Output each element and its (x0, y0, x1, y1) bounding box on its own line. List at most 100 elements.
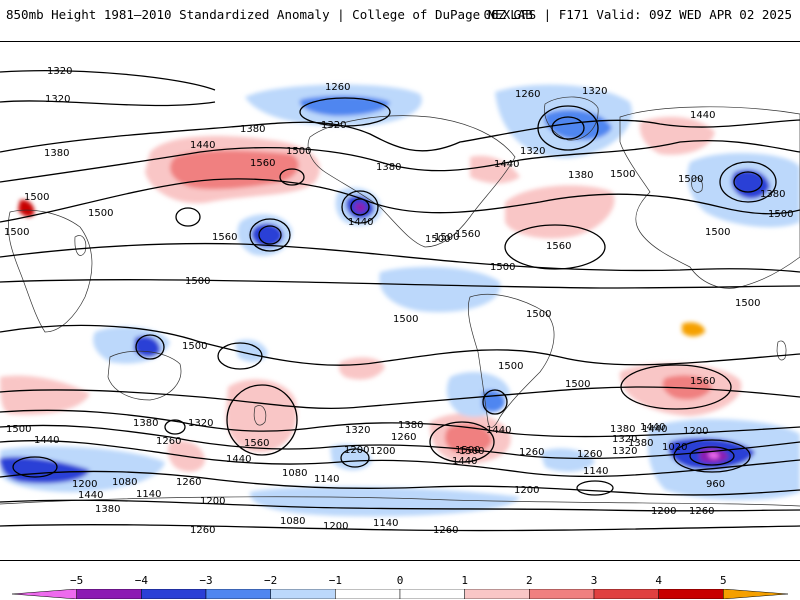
colorbar-tick-label: 2 (526, 574, 533, 587)
contour-label: 1080 (112, 477, 137, 488)
contour-label: 1080 (280, 516, 305, 527)
contour-label: 1440 (34, 435, 59, 446)
contour-line (0, 409, 800, 438)
contour-label: 1140 (583, 466, 608, 477)
contour-label: 1440 (226, 454, 251, 465)
contour-label: 960 (706, 479, 725, 490)
contour-label: 1440 (452, 456, 477, 467)
contour-label: 1320 (612, 446, 637, 457)
contour-label: 1560 (455, 229, 480, 240)
contour-ring (299, 97, 391, 127)
contour-labels: 1320 1320 1260 1260 1320 1320 1380 1440 … (4, 66, 793, 536)
contour-label: 1560 (244, 438, 269, 449)
contour-label: 1500 (768, 209, 793, 220)
contour-label: 1260 (689, 506, 714, 517)
contour-line (0, 470, 800, 496)
contour-label: 1500 (498, 361, 523, 372)
contour-label: 1500 (705, 227, 730, 238)
contour-label: 1200 (370, 446, 395, 457)
positive-anomaly-region (225, 379, 297, 453)
contour-line (0, 324, 800, 366)
map-canvas: 1320 1320 1260 1260 1320 1320 1380 1440 … (0, 66, 800, 536)
contour-label: 1500 (393, 314, 418, 325)
anomaly-map: 1320 1320 1260 1260 1320 1320 1380 1440 … (0, 41, 800, 561)
contour-label: 1440 (78, 490, 103, 501)
contour-label: 1440 (486, 425, 511, 436)
south-america-outline (467, 293, 555, 428)
contour-label: 1380 (628, 438, 653, 449)
contour-ring (340, 448, 370, 468)
negative-anomaly-region (355, 202, 366, 212)
contour-label: 1500 (459, 446, 484, 457)
contour-line (0, 119, 800, 153)
map-title: 850mb Height 1981–2010 Standardized Anom… (6, 7, 533, 22)
negative-anomaly-region (330, 444, 372, 471)
colorbar-tick-label: −5 (70, 574, 84, 587)
contour-label: 1500 (185, 276, 210, 287)
contour-label: 1200 (514, 485, 539, 496)
title-bar: 850mb Height 1981–2010 Standardized Anom… (0, 0, 800, 30)
colorbar-segment (658, 589, 724, 599)
contour-label: 1440 (690, 110, 715, 121)
positive-anomaly-region (639, 116, 715, 155)
contour-label: 1500 (678, 174, 703, 185)
contour-label: 1020 (662, 442, 687, 453)
contour-label: 1500 (565, 379, 590, 390)
contour-ring (279, 168, 305, 186)
contour-line (0, 279, 800, 289)
contour-label: 1140 (136, 489, 161, 500)
model-run-info: 06Z GFS | F171 Valid: 09Z WED APR 02 202… (483, 7, 792, 22)
contour-label: 1500 (490, 262, 515, 273)
negative-anomaly-region (299, 95, 390, 116)
contour-label: 1320 (612, 434, 637, 445)
positive-anomaly-region (18, 199, 35, 217)
colorbar-tick-label: 1 (461, 574, 468, 587)
contour-ring (504, 224, 606, 270)
contour-line (0, 70, 216, 91)
contour-ring (689, 446, 735, 466)
contour-label: 1440 (348, 217, 373, 228)
positive-anomaly-region (444, 424, 492, 454)
colorbar-tick-label: 4 (655, 574, 662, 587)
colorbar-tick-label: 0 (396, 574, 404, 587)
contour-label: 1560 (250, 158, 275, 169)
contour-label: 1320 (582, 86, 607, 97)
negative-anomaly-region (249, 486, 520, 517)
contour-label: 1260 (433, 525, 458, 536)
contour-label: 1200 (344, 445, 369, 456)
contour-label: 1260 (391, 432, 416, 443)
colorbar-tick-label: −3 (199, 574, 213, 587)
contour-label: 1440 (640, 422, 665, 433)
colorbar: −5 −4 −3 −2 −1 0 1 2 3 4 5 (0, 574, 800, 600)
contour-ring (673, 439, 751, 473)
colorbar-tick-label: −4 (134, 574, 148, 587)
madagascar-outline (776, 340, 787, 361)
contour-label: 1500 (610, 169, 635, 180)
north-america-outline (307, 115, 516, 248)
contour-ring (135, 334, 165, 360)
colorbar-tick-label: 5 (720, 574, 727, 587)
contour-label: 1260 (515, 89, 540, 100)
contour-label: 1140 (314, 474, 339, 485)
contour-label: 1500 (425, 234, 450, 245)
contour-ring (733, 171, 763, 193)
contour-ring (537, 105, 599, 151)
contour-ring (226, 384, 298, 456)
contour-line (0, 440, 800, 478)
positive-anomaly-region (0, 375, 90, 415)
positive-anomaly-region (662, 375, 712, 400)
antarctica-outline (0, 496, 800, 507)
colorbar-segment (335, 589, 401, 599)
contour-label: 1260 (577, 449, 602, 460)
negative-anomaly-region (134, 335, 161, 358)
negative-anomaly-region (0, 456, 90, 484)
contour-label: 1380 (398, 420, 423, 431)
negative-anomaly-region (544, 109, 612, 140)
contour-line (0, 524, 800, 532)
japan-outline (74, 235, 87, 256)
contour-label: 1320 (321, 120, 346, 131)
contour-line (0, 424, 800, 460)
colorbar-tick-label: −2 (264, 574, 278, 587)
contour-label: 1080 (282, 468, 307, 479)
colorbar-segment (593, 589, 659, 599)
